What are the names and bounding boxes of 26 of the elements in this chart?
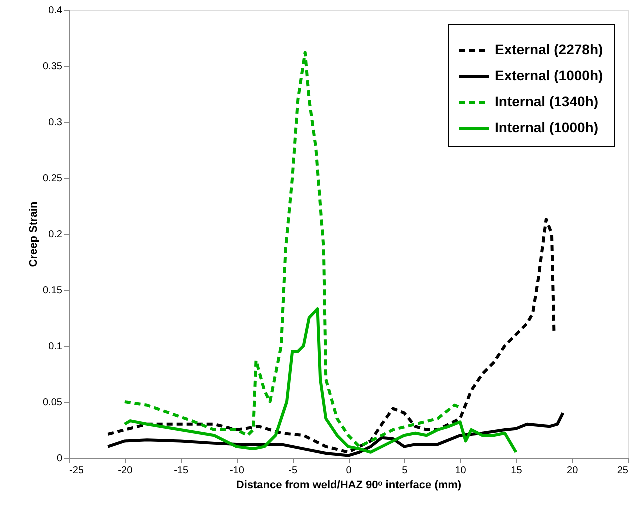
legend-label: Internal (1340h) (495, 94, 598, 110)
y-tick-label: 0.4 (48, 6, 63, 16)
x-tick-label: 25 (617, 466, 629, 476)
x-tick-label: -20 (118, 466, 134, 476)
y-tick-label: 0 (56, 454, 63, 464)
x-tick-label: 20 (567, 466, 579, 476)
y-tick-label: 0.25 (43, 174, 63, 184)
x-tick-label: 0 (346, 466, 352, 476)
legend-label: Internal (1000h) (495, 120, 598, 136)
x-tick-label: -15 (174, 466, 189, 476)
x-tick-label: -25 (70, 466, 84, 476)
legend-label: External (2278h) (495, 42, 604, 58)
x-tick-label: 15 (511, 466, 523, 476)
y-tick-label: 0.3 (48, 118, 63, 128)
legend-label: External (1000h) (495, 68, 604, 84)
y-axis-title: Creep Strain (28, 202, 40, 268)
x-tick-label: 10 (455, 466, 467, 476)
x-axis-title: Distance from weld/HAZ 90ᵒ interface (mm) (236, 480, 462, 492)
y-tick-label: 0.15 (43, 286, 63, 296)
y-tick-label: 0.05 (43, 398, 63, 408)
y-tick-label: 0.1 (48, 342, 63, 352)
x-tick-label: 5 (402, 466, 408, 476)
x-tick-label: -5 (288, 466, 298, 476)
y-tick-label: 0.2 (48, 230, 63, 240)
y-tick-label: 0.35 (43, 62, 63, 72)
x-tick-label: -10 (230, 466, 245, 476)
